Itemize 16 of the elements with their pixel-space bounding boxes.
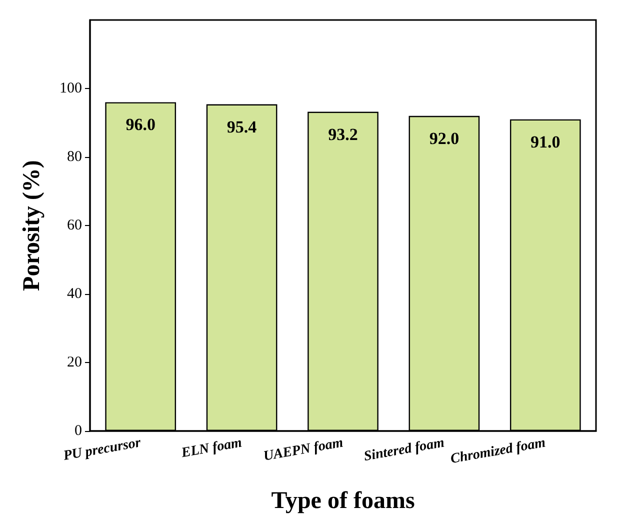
y-tick-label: 60 bbox=[67, 218, 82, 234]
x-axis-title: Type of foams bbox=[271, 488, 415, 514]
y-tick-label: 40 bbox=[67, 286, 82, 302]
data-label: 91.0 bbox=[530, 132, 560, 152]
data-label: 93.2 bbox=[328, 124, 358, 144]
x-tick-label: Sintered foam bbox=[362, 436, 446, 465]
y-tick-label: 80 bbox=[67, 149, 82, 165]
data-label: 96.0 bbox=[126, 115, 156, 134]
x-tick-label: ELN foam bbox=[179, 436, 244, 462]
x-tick-label: Chromized foam bbox=[449, 436, 547, 468]
data-label: 92.0 bbox=[429, 128, 460, 148]
data-label: 95.4 bbox=[226, 117, 258, 136]
y-tick-label: 100 bbox=[60, 80, 82, 96]
y-tick-label: 20 bbox=[67, 354, 82, 370]
y-axis-title: Porosity (%) bbox=[19, 160, 45, 291]
x-tick-label: UAEPN foam bbox=[262, 436, 344, 464]
